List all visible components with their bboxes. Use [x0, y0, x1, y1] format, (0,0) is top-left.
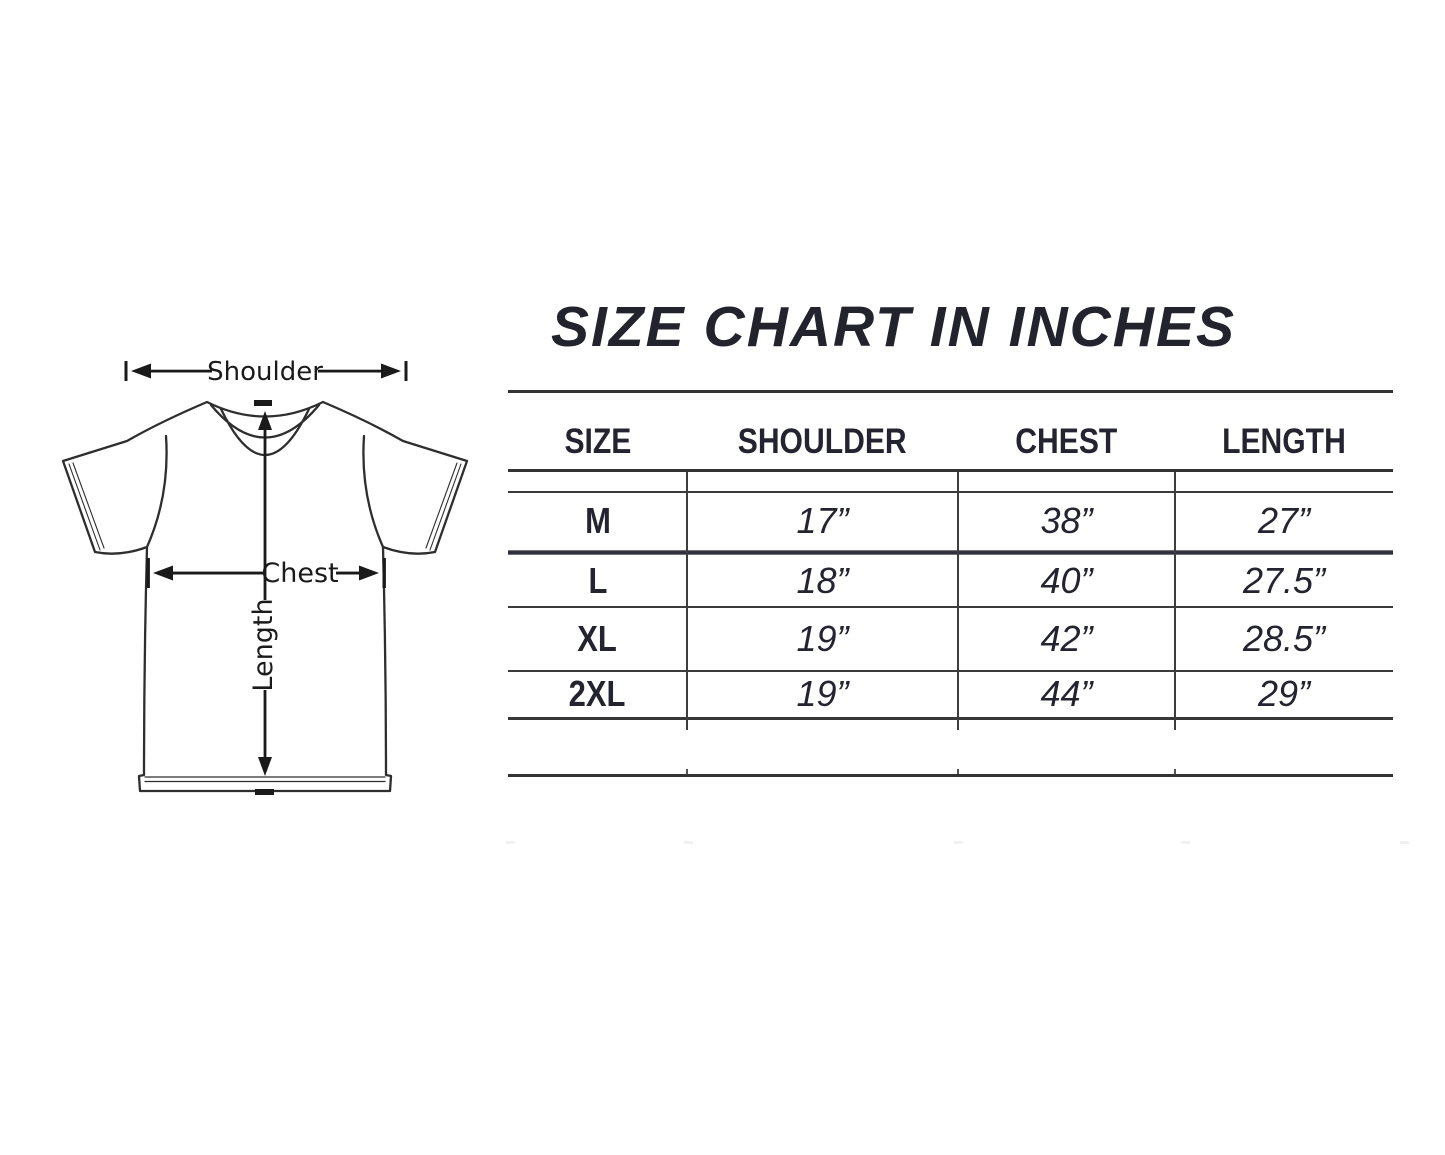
header-shoulder: SHOULDER: [738, 422, 907, 461]
length-value: 27”: [1257, 500, 1311, 541]
shoulder-value: 19”: [796, 673, 849, 714]
header-bottom-rule: [508, 469, 1393, 472]
size-value: L: [588, 560, 607, 601]
chest-value: 42”: [1040, 618, 1093, 659]
length-end-bar: [255, 789, 274, 795]
chest-label: Chest: [261, 558, 338, 589]
table-top-rule: [508, 390, 1393, 393]
neck-top-bar: [254, 400, 272, 406]
table-row: XL 19” 42” 28.5”: [508, 608, 1393, 670]
shoulder-measure-arrow: [124, 361, 408, 381]
shoulder-value: 18”: [796, 560, 849, 601]
scan-artifact: [1400, 841, 1409, 844]
row-divider-rule: [508, 606, 1393, 608]
hem-stitch-lines: [144, 776, 386, 783]
left-armhole-seam: [145, 434, 168, 549]
length-value: 29”: [1257, 673, 1311, 714]
separator-tick: [957, 769, 959, 774]
footer-rule: [508, 774, 1393, 777]
page-title: SIZE CHART IN INCHES: [551, 295, 1237, 359]
shoulder-value: 17”: [796, 500, 849, 541]
header-size: SIZE: [564, 422, 631, 461]
length-measure-arrow: [255, 411, 274, 795]
column-separator: [1174, 472, 1176, 730]
shoulder-label: Shoulder: [207, 357, 323, 387]
length-value: 28.5”: [1242, 618, 1326, 659]
table-row: M 17” 38” 27”: [508, 492, 1393, 550]
right-armhole-seam: [362, 434, 385, 549]
column-separator: [957, 472, 959, 730]
row-divider-rule: [508, 670, 1393, 672]
scan-artifact: [954, 841, 963, 844]
scan-artifact: [684, 841, 693, 844]
chest-value: 40”: [1040, 560, 1093, 601]
separator-tick: [686, 769, 688, 774]
chest-value: 38”: [1040, 500, 1093, 541]
cuff-stitch-lines: [68, 462, 462, 551]
length-label: Length: [248, 598, 279, 691]
size-value: XL: [577, 618, 618, 659]
sub-rule: [508, 491, 1393, 493]
table-row: 2XL 19” 44” 29”: [508, 672, 1393, 716]
separator-tick: [1174, 769, 1176, 774]
header-chest: CHEST: [1015, 422, 1118, 461]
size-table: SIZE SHOULDER CHEST LENGTH M 17” 38” 27”…: [508, 390, 1393, 790]
table-header-row: SIZE SHOULDER CHEST LENGTH: [508, 418, 1393, 466]
scan-artifact: [506, 841, 515, 844]
chest-value: 44”: [1040, 673, 1093, 714]
header-length: LENGTH: [1222, 422, 1346, 461]
size-value: 2XL: [569, 673, 626, 714]
column-separator: [686, 472, 688, 730]
measure-annotations: Shoulder Chest Length: [124, 357, 408, 795]
shoulder-value: 19”: [796, 618, 849, 659]
thick-divider-rule: [508, 550, 1393, 555]
length-value: 27.5”: [1242, 560, 1326, 601]
table-row: L 18” 40” 27.5”: [508, 555, 1393, 606]
scan-artifact: [1181, 841, 1190, 844]
chest-measure-arrow: [146, 558, 386, 588]
table-bottom-rule: [508, 717, 1393, 720]
size-value: M: [584, 500, 611, 541]
